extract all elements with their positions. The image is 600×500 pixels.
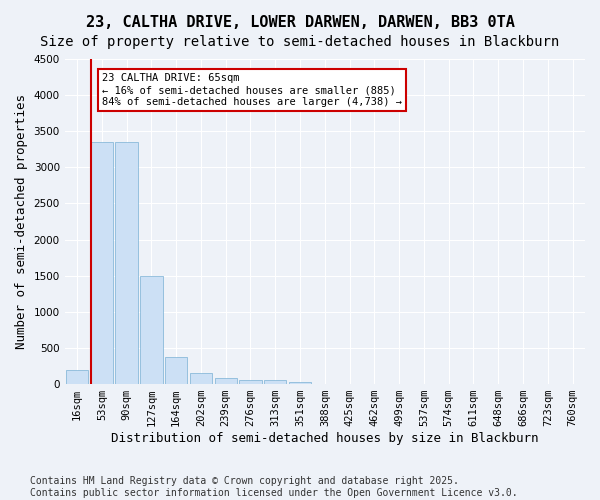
Bar: [115, 142, 138, 384]
Bar: [190, 373, 212, 384]
Bar: [66, 370, 88, 384]
Text: 23 CALTHA DRIVE: 65sqm
← 16% of semi-detached houses are smaller (885)
84% of se: 23 CALTHA DRIVE: 65sqm ← 16% of semi-det…: [102, 74, 402, 106]
Bar: [215, 378, 237, 384]
X-axis label: Distribution of semi-detached houses by size in Blackburn: Distribution of semi-detached houses by …: [111, 432, 539, 445]
Text: Size of property relative to semi-detached houses in Blackburn: Size of property relative to semi-detach…: [40, 35, 560, 49]
Text: 23, CALTHA DRIVE, LOWER DARWEN, DARWEN, BB3 0TA: 23, CALTHA DRIVE, LOWER DARWEN, DARWEN, …: [86, 15, 514, 30]
Bar: [165, 358, 187, 384]
Text: Contains HM Land Registry data © Crown copyright and database right 2025.
Contai: Contains HM Land Registry data © Crown c…: [30, 476, 518, 498]
Bar: [140, 276, 163, 384]
Bar: [239, 380, 262, 384]
Bar: [289, 382, 311, 384]
Bar: [91, 142, 113, 384]
Bar: [264, 380, 286, 384]
Y-axis label: Number of semi-detached properties: Number of semi-detached properties: [15, 94, 28, 349]
